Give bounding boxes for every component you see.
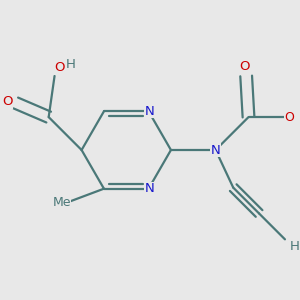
Text: O: O xyxy=(285,111,295,124)
Text: N: N xyxy=(145,105,154,118)
Text: O: O xyxy=(54,61,64,74)
Text: N: N xyxy=(211,143,220,157)
Text: O: O xyxy=(240,60,250,73)
Text: O: O xyxy=(2,95,13,108)
Text: H: H xyxy=(290,240,299,253)
Text: N: N xyxy=(145,182,154,195)
Text: H: H xyxy=(66,58,76,71)
Text: Me: Me xyxy=(52,196,71,209)
